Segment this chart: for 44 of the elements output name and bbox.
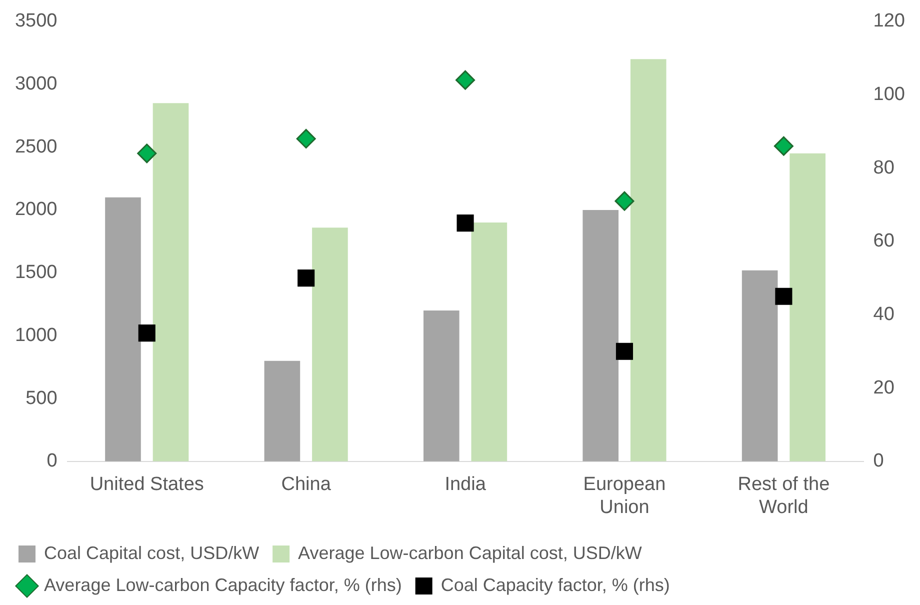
x-tick-label: United States xyxy=(90,474,204,496)
bar xyxy=(423,310,460,462)
bar xyxy=(790,153,826,462)
point xyxy=(456,70,476,90)
bar xyxy=(630,59,666,462)
y-tick-label: 3500 xyxy=(14,10,58,32)
bar xyxy=(152,103,189,462)
bar xyxy=(312,228,348,462)
bar xyxy=(105,197,141,462)
point xyxy=(138,324,156,342)
y-tick-label: 500 xyxy=(26,388,58,409)
y-tick-label: 1000 xyxy=(14,324,58,346)
y-tick-label: 0 xyxy=(46,450,58,472)
point xyxy=(774,136,794,156)
point xyxy=(775,288,792,305)
point xyxy=(298,270,315,287)
bar xyxy=(264,360,300,462)
y-tick-label: 1500 xyxy=(14,262,58,284)
y2-tick-label: 120 xyxy=(873,10,905,32)
x-tick-label: Rest of the World xyxy=(738,474,830,518)
y-tick-label: 3000 xyxy=(14,73,58,94)
x-tick-label: European Union xyxy=(583,474,666,518)
y2-tick-label: 20 xyxy=(873,377,894,398)
bar xyxy=(582,210,619,462)
y2-tick-label: 100 xyxy=(873,84,905,105)
y2-tick-label: 0 xyxy=(873,450,884,472)
legend-label: Coal Capital cost, USD/kW xyxy=(44,542,260,563)
x-tick-label: China xyxy=(281,474,332,496)
y2-tick-label: 60 xyxy=(873,230,894,252)
y2-tick-label: 80 xyxy=(873,157,894,178)
point xyxy=(614,191,634,211)
legend-label: Average Low-carbon Capital cost, USD/kW xyxy=(298,542,642,563)
bar xyxy=(742,270,778,462)
bar xyxy=(471,222,508,462)
point xyxy=(296,128,316,148)
point xyxy=(616,342,634,360)
y-tick-label: 2000 xyxy=(14,199,58,220)
y-tick-label: 2500 xyxy=(14,136,58,158)
point xyxy=(137,144,157,164)
legend-label: Average Low-carbon Capacity factor, % (rhs) xyxy=(44,574,402,595)
x-tick-label: India xyxy=(444,474,486,496)
point xyxy=(456,214,474,232)
legend-label: Coal Capacity factor, % (rhs) xyxy=(440,574,670,595)
y2-tick-label: 40 xyxy=(873,304,894,325)
